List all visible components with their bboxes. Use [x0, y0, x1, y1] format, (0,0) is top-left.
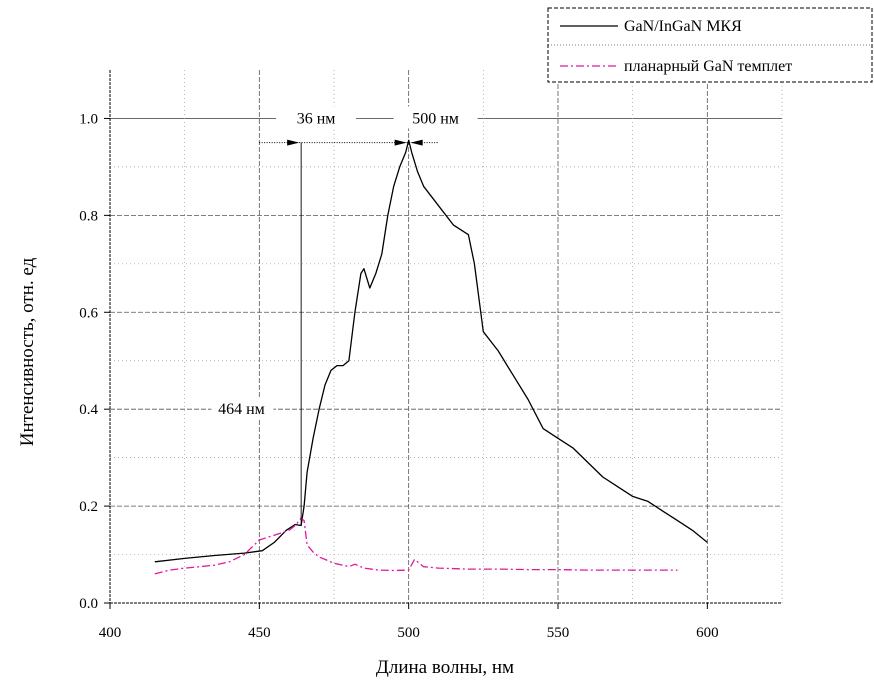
- annotations: 36 нм 500 нм 464 нм: [211, 106, 477, 525]
- left-label: 464 нм: [218, 401, 265, 418]
- x-tick-label: 600: [696, 625, 719, 641]
- x-tick-label: 450: [248, 625, 271, 641]
- fwhm-label: 36 нм: [297, 110, 336, 127]
- fwhm-arrow-right-out: [411, 140, 423, 146]
- y-tick-label: 0.6: [79, 305, 98, 321]
- x-tick-label: 500: [397, 625, 420, 641]
- y-tick-label: 0.2: [79, 499, 98, 515]
- y-tick-label: 0.0: [79, 596, 98, 612]
- y-tick-label: 1.0: [79, 111, 98, 127]
- y-tick-label: 0.8: [79, 208, 98, 224]
- series-group: [155, 140, 708, 574]
- legend: GaN/InGaN МКЯ планарный GaN темплет: [548, 8, 872, 82]
- legend-label-gan-ingan: GaN/InGaN МКЯ: [624, 18, 742, 35]
- axes: 400 450 500 550 600 0.0 0.2 0.4 0.6 0.8 1.0: [79, 70, 782, 641]
- y-tick-label: 0.4: [79, 402, 98, 418]
- x-tick-label: 550: [547, 625, 570, 641]
- series-line-1: [155, 518, 678, 574]
- peak-label: 500 нм: [412, 110, 459, 127]
- series-line-0: [155, 140, 708, 562]
- x-tick-label: 400: [99, 625, 122, 641]
- x-axis-label: Длина волны, нм: [376, 657, 514, 678]
- fwhm-arrow-left: [287, 140, 299, 146]
- y-axis-label: Интенсивность, отн. ед: [17, 257, 38, 446]
- fwhm-arrow-right-in: [395, 140, 407, 146]
- legend-label-planar-gan: планарный GaN темплет: [624, 58, 792, 75]
